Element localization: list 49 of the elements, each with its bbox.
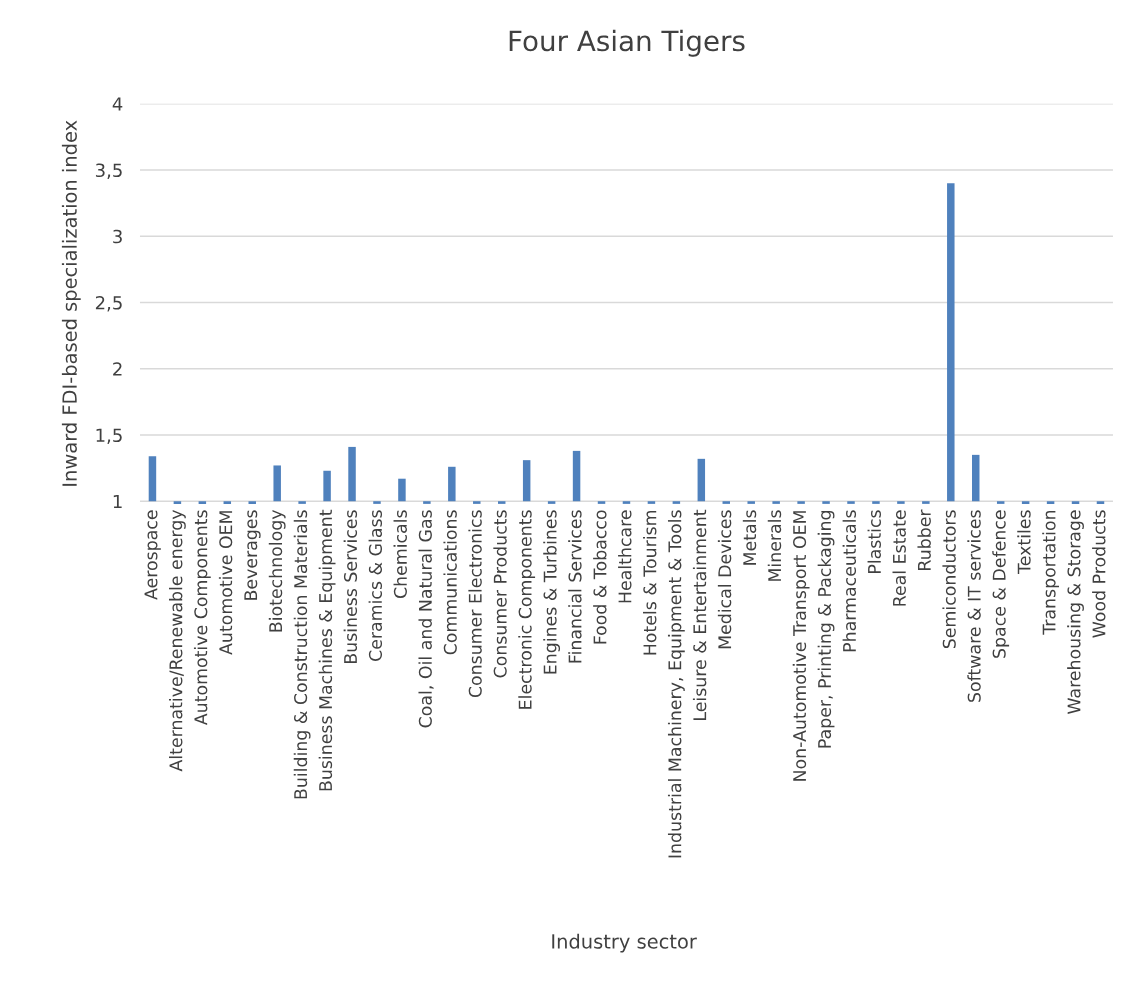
x-tick-label: Business Services (343, 510, 358, 664)
x-tick-label: Space & Defence (992, 510, 1010, 658)
x-tick-label: Building & Construction Materials (293, 510, 311, 799)
x-tick-label: Alternative/Renewable energy (169, 509, 186, 772)
x-tick-label: Healthcare (618, 510, 632, 603)
x-tick-label: Warehousing & Storage (1067, 510, 1084, 715)
x-tick-label: Beverages (244, 510, 261, 600)
x-tick-label: Real Estate (892, 510, 906, 606)
x-tick-label: Chemicals (393, 510, 407, 599)
chart-title: Four Asian Tigers (509, 29, 745, 57)
x-tick-label: Transportation (1042, 510, 1059, 635)
x-tick-label: Business Machines & Equipment (318, 509, 336, 791)
x-tick-label: Industrial Machinery, Equipment & Tools (667, 510, 685, 858)
x-tick-label: Wood Products (1092, 510, 1106, 638)
x-axis-title: Industry sector (552, 933, 697, 953)
x-tick-label: Pharmaceuticals (842, 510, 857, 652)
y-tick-label: 3 (113, 229, 122, 244)
x-tick-label: Consumer Electronics (468, 510, 482, 698)
x-tick-label: Financial Services (568, 510, 582, 663)
x-tick-label: Engines & Turbines (543, 510, 561, 674)
x-tick-label: Coal, Oil and Natural Gas (418, 510, 434, 728)
x-tick-label: Communications (443, 510, 457, 655)
y-axis-title: Inward FDI-based specialization index (61, 120, 81, 486)
y-tick-label: 4 (112, 97, 123, 111)
x-tick-label: Textiles (1017, 510, 1031, 574)
x-tick-label: Aerospace (144, 510, 161, 600)
x-tick-label: Consumer Products (493, 510, 507, 678)
x-tick-label: Electronic Components (518, 510, 536, 709)
x-tick-label: Ceramics & Glass (368, 510, 383, 661)
x-tick-label: Leisure & Entertainment (692, 509, 707, 720)
x-tick-label: Non-Automotive Transport OEM (792, 511, 810, 781)
x-tick-label: Minerals (767, 510, 782, 581)
x-tick-label: Automotive Components (193, 510, 211, 726)
y-tick-label: 2 (113, 362, 122, 376)
y-tick-label: 2,5 (95, 295, 122, 312)
x-tick-label: Automotive OEM (218, 511, 233, 655)
y-tick-label: 1,5 (96, 428, 122, 444)
y-tick-label: 1 (113, 494, 122, 509)
x-tick-label: Software & IT services (967, 510, 981, 702)
x-tick-label: Rubber (917, 509, 931, 570)
x-tick-label: Plastics (867, 510, 881, 573)
x-tick-label: Paper, Printing & Packaging (817, 511, 835, 748)
x-tick-label: Hotels & Tourism (643, 510, 657, 655)
x-tick-label: Metals (742, 510, 757, 565)
x-tick-label: Food & Tobacco (593, 510, 607, 644)
x-tick-label: Semiconductors (942, 510, 956, 649)
x-tick-label: Biotechnology (268, 509, 286, 632)
y-tick-label: 3,5 (95, 163, 122, 179)
x-tick-label: Medical Devices (717, 510, 732, 649)
